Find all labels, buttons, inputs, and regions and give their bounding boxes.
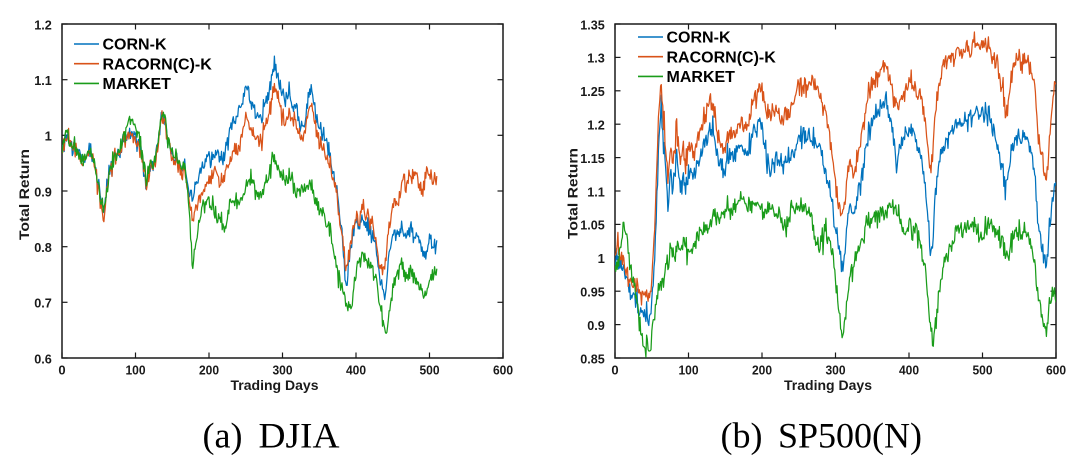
svg-text:MARKET: MARKET bbox=[667, 69, 736, 86]
svg-text:Trading Days: Trading Days bbox=[231, 377, 319, 393]
svg-text:0.95: 0.95 bbox=[580, 285, 605, 300]
svg-text:1: 1 bbox=[598, 251, 605, 266]
svg-text:(a): (a) bbox=[203, 416, 243, 456]
svg-text:CORN-K: CORN-K bbox=[667, 30, 731, 47]
svg-text:200: 200 bbox=[752, 362, 772, 377]
svg-text:Trading Days: Trading Days bbox=[784, 377, 872, 393]
svg-text:(b): (b) bbox=[721, 416, 763, 456]
svg-text:500: 500 bbox=[419, 362, 439, 377]
svg-text:500: 500 bbox=[972, 362, 992, 377]
svg-text:0.6: 0.6 bbox=[34, 351, 52, 366]
svg-text:0.9: 0.9 bbox=[34, 184, 52, 199]
svg-text:0.8: 0.8 bbox=[34, 240, 52, 255]
svg-text:0: 0 bbox=[58, 362, 65, 377]
svg-text:400: 400 bbox=[346, 362, 366, 377]
svg-text:Total Return: Total Return bbox=[16, 149, 32, 240]
svg-text:0: 0 bbox=[611, 362, 618, 377]
svg-text:DJIA: DJIA bbox=[259, 416, 340, 456]
svg-text:0.85: 0.85 bbox=[580, 351, 605, 366]
svg-text:MARKET: MARKET bbox=[103, 76, 172, 93]
svg-text:100: 100 bbox=[678, 362, 698, 377]
svg-text:400: 400 bbox=[899, 362, 919, 377]
svg-text:1.35: 1.35 bbox=[580, 17, 605, 32]
svg-text:0.7: 0.7 bbox=[34, 296, 52, 311]
svg-text:600: 600 bbox=[493, 362, 513, 377]
svg-text:RACORN(C)-K: RACORN(C)-K bbox=[103, 56, 213, 73]
svg-text:SP500(N): SP500(N) bbox=[778, 416, 922, 456]
svg-text:200: 200 bbox=[199, 362, 219, 377]
svg-text:100: 100 bbox=[125, 362, 145, 377]
svg-text:1.05: 1.05 bbox=[580, 218, 605, 233]
svg-text:1.1: 1.1 bbox=[34, 73, 52, 88]
svg-text:CORN-K: CORN-K bbox=[103, 37, 167, 54]
svg-text:1: 1 bbox=[45, 129, 52, 144]
svg-text:0.9: 0.9 bbox=[587, 318, 605, 333]
svg-text:300: 300 bbox=[272, 362, 292, 377]
svg-text:1.2: 1.2 bbox=[587, 118, 605, 133]
svg-text:1.3: 1.3 bbox=[587, 51, 605, 66]
svg-text:1.15: 1.15 bbox=[580, 151, 605, 166]
svg-text:1.25: 1.25 bbox=[580, 84, 605, 99]
svg-text:RACORN(C)-K: RACORN(C)-K bbox=[667, 49, 777, 66]
svg-text:300: 300 bbox=[825, 362, 845, 377]
svg-text:1.1: 1.1 bbox=[587, 184, 605, 199]
svg-text:600: 600 bbox=[1046, 362, 1066, 377]
svg-text:1.2: 1.2 bbox=[34, 17, 52, 32]
svg-text:Total Return: Total Return bbox=[565, 148, 581, 239]
